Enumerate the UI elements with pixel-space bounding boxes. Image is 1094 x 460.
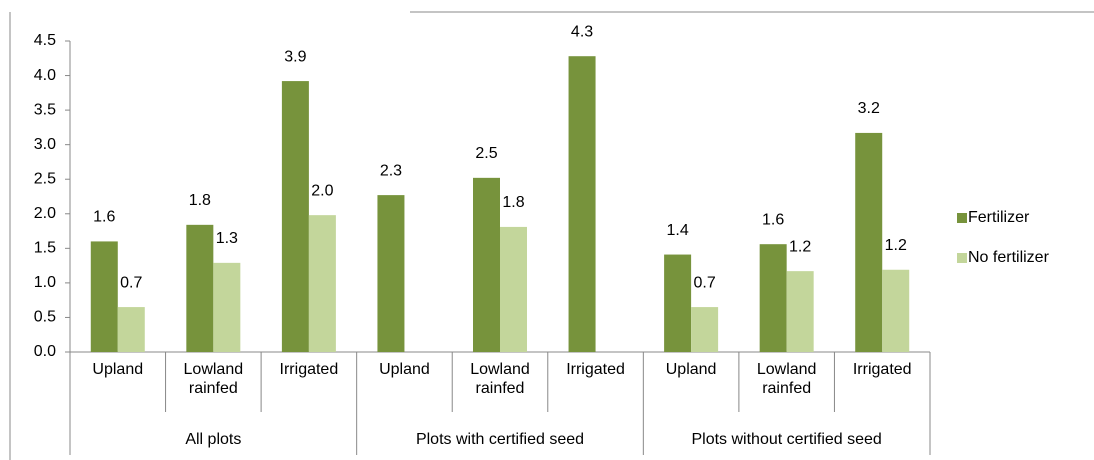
bar bbox=[186, 224, 214, 352]
bar bbox=[90, 241, 118, 352]
y-tick-label: 1.0 bbox=[34, 274, 56, 291]
legend-swatch bbox=[957, 253, 967, 263]
y-tick-label: 3.5 bbox=[34, 101, 56, 118]
bar bbox=[664, 254, 692, 352]
y-tick-label: 2.0 bbox=[34, 205, 56, 222]
data-label: 1.2 bbox=[789, 238, 811, 255]
bar bbox=[117, 307, 145, 352]
data-label: 1.4 bbox=[666, 222, 688, 239]
bar bbox=[213, 262, 241, 352]
y-tick-label: 3.0 bbox=[34, 136, 56, 153]
x-tick-label: Lowland rainfed bbox=[183, 361, 244, 397]
x-tick-label: Irrigated bbox=[279, 361, 339, 378]
legend-label: Fertilizer bbox=[968, 209, 1030, 226]
bar bbox=[500, 226, 527, 352]
bar bbox=[281, 81, 309, 352]
data-label: 3.2 bbox=[858, 100, 880, 117]
data-label: 3.9 bbox=[284, 48, 306, 65]
data-label: 1.6 bbox=[762, 211, 784, 228]
bar bbox=[308, 215, 336, 352]
x-tick-label: Upland bbox=[665, 361, 717, 378]
x-tick-label: Lowland rainfed bbox=[470, 361, 530, 397]
y-tick-label: 0.0 bbox=[34, 343, 56, 360]
bar bbox=[786, 271, 814, 352]
data-label: 4.3 bbox=[571, 23, 593, 40]
group-label: All plots bbox=[185, 431, 242, 448]
data-label: 1.6 bbox=[93, 209, 115, 226]
data-label: 1.3 bbox=[216, 230, 238, 247]
x-tick-label: Irrigated bbox=[566, 361, 625, 378]
group-label: Plots with certified seed bbox=[415, 431, 585, 448]
y-tick-label: 1.5 bbox=[34, 240, 56, 257]
legend-label: No fertilizer bbox=[968, 249, 1050, 266]
data-label: 2.0 bbox=[311, 182, 333, 199]
y-tick-label: 4.0 bbox=[34, 67, 56, 84]
bar bbox=[473, 177, 500, 352]
bar bbox=[855, 132, 883, 352]
data-label: 2.3 bbox=[380, 162, 402, 179]
data-label: 1.8 bbox=[189, 192, 211, 209]
x-tick-label: Upland bbox=[379, 361, 430, 378]
data-label: 1.2 bbox=[885, 237, 907, 254]
x-tick-label: Lowland rainfed bbox=[756, 361, 817, 397]
bar bbox=[882, 269, 910, 352]
data-label: 1.8 bbox=[502, 194, 524, 211]
legend-swatch bbox=[957, 213, 967, 223]
data-label: 0.7 bbox=[120, 274, 142, 291]
bar bbox=[568, 56, 596, 353]
y-tick-label: 2.5 bbox=[34, 170, 56, 187]
x-tick-label: Irrigated bbox=[852, 361, 912, 378]
bar bbox=[691, 307, 719, 352]
x-tick-label: Upland bbox=[92, 361, 144, 378]
y-tick-label: 0.5 bbox=[34, 309, 56, 326]
bar bbox=[759, 244, 787, 352]
data-label: 0.7 bbox=[693, 274, 715, 291]
group-label: Plots without certified seed bbox=[691, 431, 882, 448]
data-label: 2.5 bbox=[475, 145, 497, 162]
bar bbox=[377, 195, 405, 352]
y-tick-label: 4.5 bbox=[34, 32, 56, 49]
